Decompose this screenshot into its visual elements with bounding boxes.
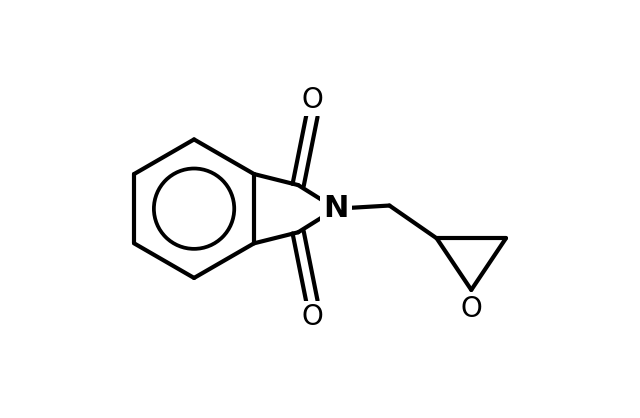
Text: N: N: [323, 194, 349, 223]
Text: O: O: [301, 86, 323, 114]
Text: O: O: [301, 303, 323, 331]
Text: O: O: [460, 295, 482, 323]
